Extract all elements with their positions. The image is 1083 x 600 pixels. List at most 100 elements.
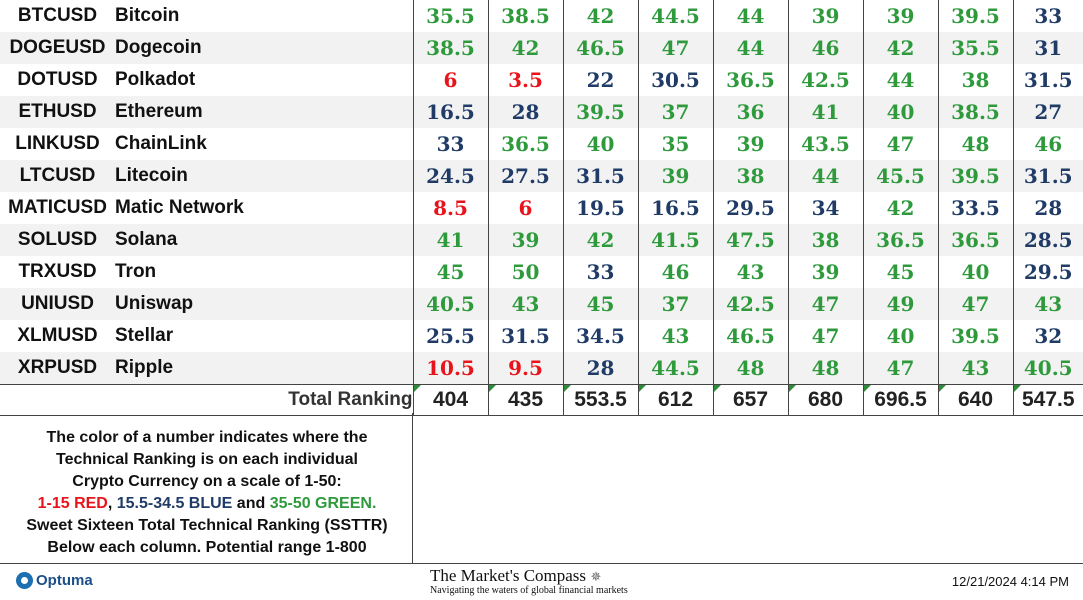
total-row: Total Ranking 404 435 553.5 612 657 680 696.5 64… xyxy=(0,384,1083,416)
table-row: SOLUSD Solana 41 39 42 41.5 47.5 38 36.5 36.5 28.5 xyxy=(0,224,1083,256)
total-ranking-cell: 547.5 xyxy=(1012,384,1083,416)
ranking-cell: 34.5 xyxy=(562,320,638,352)
name-cell: Stellar xyxy=(115,325,174,346)
ranking-cell: 6 xyxy=(487,192,563,224)
legend-red: 1-15 RED xyxy=(37,495,108,512)
table-row: DOTUSD Polkadot 6 3.5 22 30.5 36.5 42.5 44 38 31.5 xyxy=(0,64,1083,96)
ranking-cell: 39.5 xyxy=(562,96,638,128)
ranking-cell: 45 xyxy=(412,256,488,288)
ranking-cell: 28 xyxy=(487,96,563,128)
ranking-cell: 35.5 xyxy=(412,0,488,32)
total-ranking-value: 696.5 xyxy=(874,388,927,411)
name-cell: ChainLink xyxy=(115,133,207,154)
legend-line-6: Below each column. Potential range 1-800 xyxy=(47,539,367,556)
table-row: MATICUSD Matic Network 8.5 6 19.5 16.5 29.5 34 4… xyxy=(0,192,1083,224)
ranking-cell: 43.5 xyxy=(787,128,863,160)
ranking-cell: 40 xyxy=(862,320,938,352)
legend-sep-1: , xyxy=(107,495,117,512)
ranking-cell: 36 xyxy=(712,96,788,128)
total-ranking-cell: 435 xyxy=(487,384,563,416)
ranking-cell: 43 xyxy=(487,288,563,320)
ranking-cell: 32 xyxy=(1012,320,1083,352)
ranking-cell: 44 xyxy=(862,64,938,96)
ranking-cell: 47 xyxy=(862,128,938,160)
ranking-cell: 43 xyxy=(1012,288,1083,320)
ranking-cell: 39 xyxy=(787,0,863,32)
symbol-cell: DOGEUSD xyxy=(0,32,115,64)
name-cell: Dogecoin xyxy=(115,32,413,64)
ranking-cell: 39 xyxy=(787,256,863,288)
ranking-cell: 16.5 xyxy=(412,96,488,128)
optuma-logo-text: Optuma xyxy=(36,572,93,589)
ranking-cell: 43 xyxy=(637,320,713,352)
ranking-cell: 44 xyxy=(787,160,863,192)
total-ranking-cell: 612 xyxy=(637,384,713,416)
ranking-cell: 39 xyxy=(712,128,788,160)
market-compass-title: The Market's Compass xyxy=(430,566,587,585)
name-cell: Litecoin xyxy=(115,160,413,192)
ranking-cell: 34 xyxy=(787,192,863,224)
total-ranking-value: 547.5 xyxy=(1021,388,1075,411)
total-ranking-value: 680 xyxy=(807,388,844,411)
ranking-cell: 42.5 xyxy=(712,288,788,320)
ranking-cell: 6 xyxy=(412,64,488,96)
legend-green: 35-50 GREEN. xyxy=(269,495,377,512)
ranking-cell: 25.5 xyxy=(412,320,488,352)
ranking-cell: 47 xyxy=(637,32,713,64)
symbol-cell: DOTUSD xyxy=(17,69,98,90)
ranking-cell: 22 xyxy=(562,64,638,96)
ranking-cell: 31 xyxy=(1012,32,1083,64)
table-row: XRPUSD Ripple 10.5 9.5 28 44.5 48 48 47 43 40.5 xyxy=(0,352,1083,385)
ranking-cell: 38.5 xyxy=(937,96,1013,128)
table-row: LINKUSD ChainLink 33 36.5 40 35 39 43.5 47 48 46 xyxy=(0,128,1083,160)
total-ranking-value: 553.5 xyxy=(574,388,627,411)
ranking-cell: 3.5 xyxy=(487,64,563,96)
symbol-cell: TRXUSD xyxy=(18,261,97,282)
timestamp: 12/21/2024 4:14 PM xyxy=(951,574,1069,589)
ranking-cell: 38.5 xyxy=(412,32,488,64)
symbol-cell: MATICUSD xyxy=(8,197,107,218)
ranking-cell: 45.5 xyxy=(862,160,938,192)
ranking-cell: 38 xyxy=(787,224,863,256)
ranking-cell: 9.5 xyxy=(487,352,563,385)
table-row: UNIUSD Uniswap 40.5 43 45 37 42.5 47 49 47 43 xyxy=(0,288,1083,320)
cell-comment-marker-icon xyxy=(1013,385,1021,392)
ranking-cell: 35 xyxy=(637,128,713,160)
ranking-cell: 46 xyxy=(1012,128,1083,160)
ranking-cell: 38 xyxy=(712,160,788,192)
market-compass-subtitle: Navigating the waters of global financia… xyxy=(430,585,628,596)
ranking-cell: 47 xyxy=(787,288,863,320)
ranking-cell: 39 xyxy=(637,160,713,192)
ranking-cell: 39 xyxy=(862,0,938,32)
ranking-cell: 28.5 xyxy=(1012,224,1083,256)
total-ranking-cell: 640 xyxy=(937,384,1013,416)
ranking-cell: 46.5 xyxy=(562,32,638,64)
ranking-cell: 45 xyxy=(562,288,638,320)
symbol-cell: XRPUSD xyxy=(0,352,115,385)
ranking-cell: 41.5 xyxy=(637,224,713,256)
legend-text: The color of a number indicates where th… xyxy=(4,427,410,559)
legend-line-1: The color of a number indicates where th… xyxy=(46,429,368,446)
table-row: BTCUSD Bitcoin 35.5 38.5 42 44.5 44 39 39 39.5 33 xyxy=(0,0,1083,32)
ranking-cell: 24.5 xyxy=(412,160,488,192)
ranking-cell: 29.5 xyxy=(1012,256,1083,288)
ranking-cell: 39 xyxy=(487,224,563,256)
total-ranking-value: 612 xyxy=(657,388,694,411)
cell-comment-marker-icon xyxy=(713,385,721,392)
symbol-cell: LINKUSD xyxy=(15,133,100,154)
ranking-cell: 38 xyxy=(937,64,1013,96)
ranking-cell: 48 xyxy=(787,352,863,385)
total-ranking-cell: 404 xyxy=(412,384,488,416)
ranking-cell: 33 xyxy=(562,256,638,288)
ranking-cell: 27.5 xyxy=(487,160,563,192)
ranking-cell: 43 xyxy=(937,352,1013,385)
ranking-cell: 35.5 xyxy=(937,32,1013,64)
ranking-cell: 42.5 xyxy=(787,64,863,96)
total-ranking-value: 657 xyxy=(732,388,769,411)
legend-line-5: Sweet Sixteen Total Technical Ranking (S… xyxy=(26,517,388,534)
ranking-cell: 36.5 xyxy=(712,64,788,96)
legend-line-2: Technical Ranking is on each individual xyxy=(56,451,358,468)
ranking-cell: 44 xyxy=(712,32,788,64)
ranking-cell: 31.5 xyxy=(487,320,563,352)
ranking-cell: 47.5 xyxy=(712,224,788,256)
